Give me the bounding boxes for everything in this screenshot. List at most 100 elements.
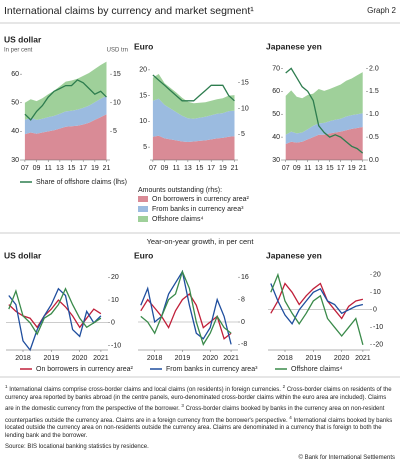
area-series — [24, 95, 107, 135]
panel-title: Japanese yen — [266, 250, 322, 260]
line-series — [8, 287, 102, 352]
y2-tick-label: 5 — [113, 128, 117, 135]
x-tick-label: 07 — [149, 165, 157, 172]
panel-title: US dollar — [4, 250, 42, 260]
line-series — [140, 269, 232, 345]
panel-title: US dollar — [4, 34, 42, 44]
y-tick-label: 5 — [143, 144, 147, 151]
x-tick-label: 19 — [219, 165, 227, 172]
x-tick-label: 15 — [326, 165, 334, 172]
line-series — [140, 269, 232, 346]
footnote-mark: 2 — [282, 384, 286, 389]
y-tick-label: 60 — [272, 88, 280, 95]
y-tick-label: 10 — [111, 297, 119, 304]
x-tick-label: 11 — [45, 165, 52, 172]
y-tick-label: 16 — [241, 274, 249, 281]
y-tick-label: 0 — [241, 319, 245, 326]
y-tick-label: 40 — [272, 134, 280, 141]
x-tick-label: 09 — [293, 165, 301, 172]
y-tick-label: 10 — [373, 289, 381, 296]
area-series — [285, 72, 363, 135]
x-tick-label: 17 — [207, 165, 215, 172]
x-tick-label: 2020 — [72, 355, 88, 362]
y2-tick-label: 10 — [113, 100, 121, 107]
area-series — [24, 114, 107, 160]
footnotes: 1 International claims comprise cross-bo… — [5, 383, 395, 441]
x-tick-label: 2019 — [44, 355, 60, 362]
copyright: © Bank for International Settlements — [298, 455, 395, 461]
y-axis-label: In per cent — [4, 48, 33, 54]
x-tick-label: 11 — [304, 165, 311, 172]
chart-area: International claims by currency and mar… — [0, 5, 400, 378]
x-tick-label: 21 — [103, 165, 111, 172]
x-tick-label: 09 — [33, 165, 41, 172]
x-tick-label: 2018 — [277, 355, 293, 362]
legend-swatch — [138, 206, 148, 212]
y2-tick-label: 0.0 — [369, 157, 379, 164]
line-series — [8, 287, 102, 336]
legend-label: From banks in currency area³ — [166, 366, 258, 373]
panel-title: Euro — [134, 41, 153, 51]
y-tick-label: -10 — [111, 342, 121, 349]
legend-swatch — [138, 196, 148, 202]
footnote-text: Cross-border claims booked by banks in t… — [5, 406, 385, 424]
x-tick-label: 13 — [315, 165, 323, 172]
area-series — [152, 135, 235, 160]
y-tick-label: 50 — [272, 111, 280, 118]
x-tick-label: 2021 — [355, 355, 371, 362]
y-tick-label: 0 — [111, 320, 115, 327]
y2-tick-label: 1.0 — [369, 111, 379, 118]
x-tick-label: 2020 — [202, 355, 218, 362]
x-tick-label: 21 — [231, 165, 239, 172]
y2-tick-label: 15 — [241, 80, 249, 87]
y-tick-label: 20 — [111, 274, 119, 281]
y2-tick-label: 1.5 — [369, 88, 379, 95]
x-tick-label: 07 — [21, 165, 29, 172]
panel-title: Euro — [134, 250, 153, 260]
x-tick-label: 17 — [79, 165, 87, 172]
legend-heading: Amounts outstanding (rhs): — [138, 187, 222, 194]
y2-tick-label: 0.5 — [369, 134, 379, 141]
x-tick-label: 11 — [173, 165, 180, 172]
x-tick-label: 19 — [91, 165, 99, 172]
area-series — [285, 127, 363, 160]
line-series — [270, 283, 364, 325]
x-tick-label: 2021 — [223, 355, 239, 362]
footnote-mark: 3 — [181, 403, 184, 409]
x-tick-label: 17 — [337, 165, 345, 172]
y2-tick-label: 2.0 — [369, 65, 379, 72]
graph-label: Graph 2 — [367, 6, 396, 15]
x-tick-label: 2019 — [306, 355, 322, 362]
footnote-mark: 4 — [289, 414, 292, 420]
x-tick-label: 07 — [282, 165, 290, 172]
legend-label: Share of offshore claims (lhs) — [36, 179, 127, 186]
y-tick-label: 70 — [272, 65, 280, 72]
line-series — [24, 79, 107, 121]
y-tick-label: 60 — [11, 71, 19, 78]
area-series — [152, 98, 235, 142]
x-tick-label: 2020 — [334, 355, 350, 362]
area-series — [24, 61, 107, 120]
footnote-mark: 1 — [5, 384, 8, 389]
legend-label: On borrowers in currency area² — [36, 366, 134, 373]
y-tick-label: 15 — [139, 92, 147, 99]
x-tick-label: 21 — [359, 165, 367, 172]
area-series — [152, 74, 235, 119]
section-title: Year-on-year growth, in per cent — [147, 237, 255, 246]
legend-label: Offshore claims⁴ — [152, 216, 204, 223]
x-tick-label: 2018 — [15, 355, 31, 362]
y-tick-label: 30 — [11, 157, 19, 164]
line-series — [140, 293, 232, 340]
x-tick-label: 2021 — [93, 355, 109, 362]
x-tick-label: 2018 — [147, 355, 163, 362]
y-tick-label: 10 — [139, 118, 147, 125]
y-tick-label: 0 — [373, 307, 377, 314]
legend-swatch — [138, 216, 148, 222]
footnote-text: International claims comprise cross-bord… — [9, 387, 281, 393]
footnote-text: Cross-border claims on residents of the … — [5, 387, 392, 413]
x-tick-label: 2019 — [175, 355, 191, 362]
y2-tick-label: 15 — [113, 71, 121, 78]
y-tick-label: 20 — [373, 272, 381, 279]
line-series — [285, 67, 364, 154]
x-tick-label: 13 — [184, 165, 192, 172]
